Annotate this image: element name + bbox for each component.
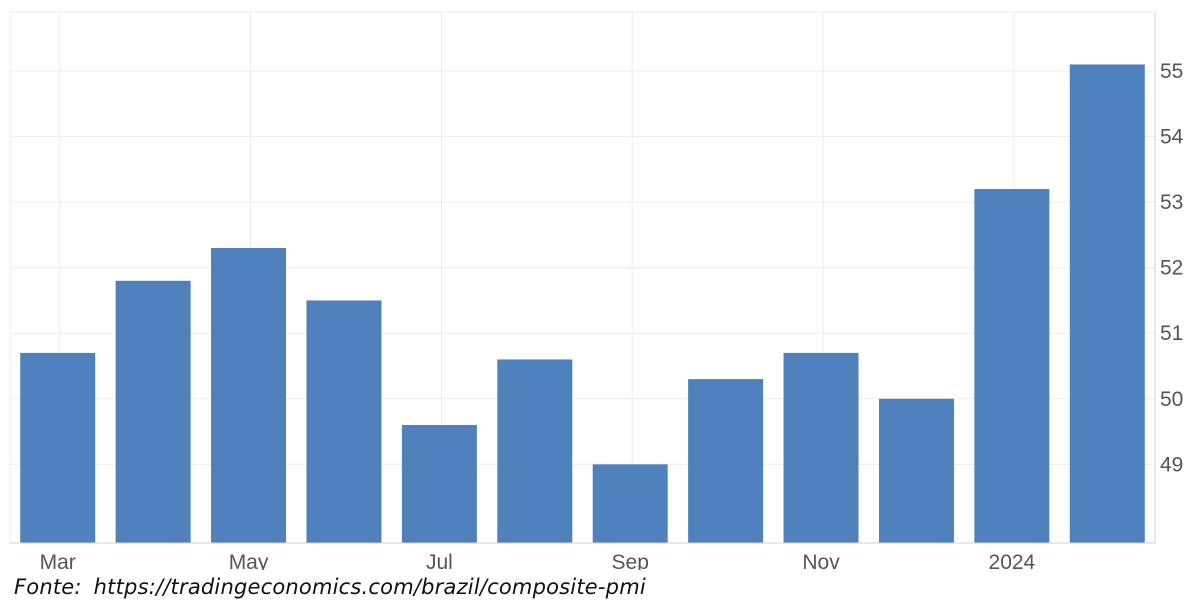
bar-apr[interactable] [115,280,191,543]
bar-dec[interactable] [878,398,954,543]
x-tick-label: Mar [40,551,76,570]
y-tick-label: 49 [1160,453,1183,476]
bar-jun[interactable] [306,300,382,543]
y-tick-label: 55 [1160,60,1183,83]
x-tick-label: Sep [612,551,649,570]
x-tick-label: May [229,551,269,570]
bar-jul[interactable] [401,425,477,543]
bar-2024[interactable] [974,189,1050,543]
source-caption: Fonte: https://tradingeconomics.com/brazi… [14,575,646,599]
y-tick-label: 53 [1160,191,1183,214]
bar-mar[interactable] [20,352,96,543]
y-tick-label: 51 [1160,322,1183,345]
x-tick-label: Jul [426,551,453,570]
bar-chart: 49 50 51 52 53 54 55 Mar May Jul Sep Nov 2024 [9,11,1184,570]
source-label: Fonte: [14,575,82,599]
y-axis-ticks: 49 50 51 52 53 54 55 [1160,60,1184,476]
bars [20,64,1145,543]
x-tick-label: 2024 [989,551,1036,570]
y-tick-label: 54 [1160,126,1184,149]
x-axis-ticks: Mar May Jul Sep Nov 2024 [40,551,1036,570]
source-url[interactable]: https://tradingeconomics.com/brazil/comp… [93,575,646,599]
bar-nov[interactable] [783,352,859,543]
axes [10,12,1156,544]
y-tick-label: 50 [1160,388,1183,411]
bar-oct[interactable] [688,379,764,543]
bar-may[interactable] [211,248,287,543]
bar-sep[interactable] [592,464,668,543]
bar-aug[interactable] [497,359,573,543]
bar-feb[interactable] [1069,64,1145,543]
y-tick-label: 52 [1160,257,1183,280]
x-tick-label: Nov [802,551,840,570]
